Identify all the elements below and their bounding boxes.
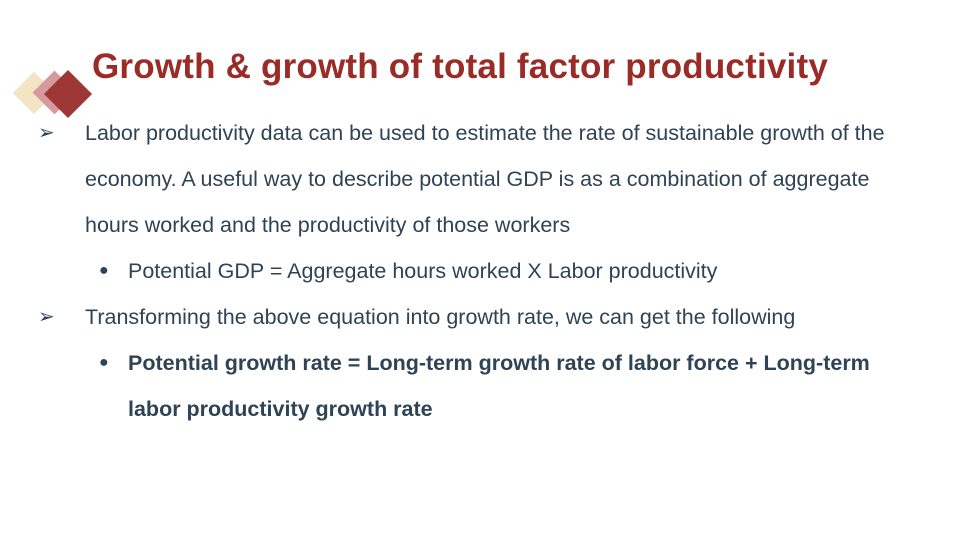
disc-bullet-icon: ● [99, 354, 109, 371]
bullet-text: Potential growth rate = Long-term growth… [128, 351, 870, 421]
diamond-cream-icon [12, 71, 56, 115]
bullet-item-3: ➢ Transforming the above equation into g… [0, 294, 979, 340]
slide-body: ➢ Labor productivity data can be used to… [0, 110, 979, 432]
bullet-item-1: ➢ Labor productivity data can be used to… [0, 110, 979, 248]
arrow-bullet-icon: ➢ [38, 306, 55, 328]
bullet-text: Labor productivity data can be used to e… [85, 121, 885, 237]
bullet-text: Transforming the above equation into gro… [85, 305, 796, 329]
arrow-bullet-icon: ➢ [38, 122, 55, 144]
bullet-text: Potential GDP = Aggregate hours worked X… [128, 259, 718, 283]
disc-bullet-icon: ● [99, 262, 109, 279]
title-decoration [0, 30, 100, 119]
bullet-item-4: ● Potential growth rate = Long-term grow… [0, 340, 979, 432]
bullet-item-2: ● Potential GDP = Aggregate hours worked… [0, 248, 979, 294]
diamond-rose-icon [32, 70, 77, 115]
slide-title: Growth & growth of total factor producti… [92, 47, 828, 86]
